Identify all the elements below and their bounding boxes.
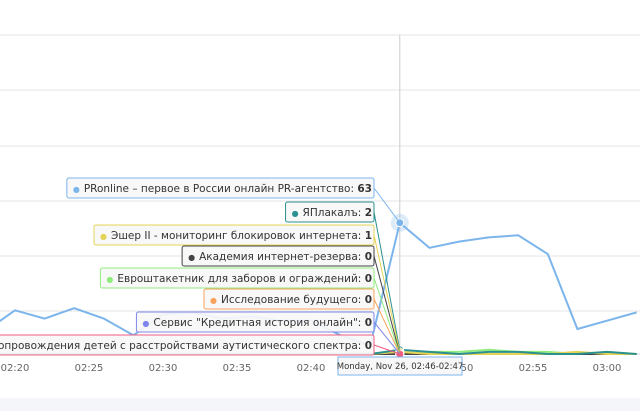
x-tick-label: 03:00 bbox=[593, 363, 622, 374]
tooltip-value: 1 bbox=[365, 230, 372, 242]
tooltip-box bbox=[93, 224, 375, 246]
tooltip-text: ● ЯПлакалъ: 2 bbox=[292, 207, 372, 219]
tooltip-box bbox=[285, 201, 375, 223]
series-name: Эшер II - мониторинг блокировок интернет… bbox=[111, 230, 358, 242]
navigator bbox=[0, 398, 640, 411]
tooltip-box bbox=[66, 177, 375, 199]
x-tick-label: 02:40 bbox=[297, 363, 326, 374]
series-name: Исследование будущего bbox=[221, 294, 358, 306]
tooltip-connector bbox=[373, 344, 400, 355]
series-name: Академия интернет-резерва bbox=[199, 251, 358, 263]
tooltip: ● PRonline – первое в России онлайн PR-аг… bbox=[66, 177, 401, 224]
series-name: Евроштакетник для заборов и ограждений bbox=[117, 273, 357, 285]
crosshair-label-text: Monday, Nov 26, 02:46-02:47 bbox=[337, 362, 464, 372]
tooltip-text: ● Сервис "Кредитная история онлайн": 0 bbox=[142, 317, 372, 329]
tooltip: ● ЯПлакалъ: 2 bbox=[285, 201, 401, 350]
tooltip-value: 0 bbox=[365, 294, 372, 306]
series-name: ЯПлакалъ bbox=[303, 207, 358, 219]
tooltip-box bbox=[135, 311, 375, 333]
tooltip-box bbox=[203, 288, 375, 310]
x-tick-label: 02:35 bbox=[223, 363, 252, 374]
tooltip-box bbox=[181, 245, 375, 267]
tooltip-value: 0 bbox=[365, 340, 372, 352]
tooltip: ● Эшер II - мониторинг блокировок интерне… bbox=[93, 224, 401, 353]
tooltip-box bbox=[0, 334, 375, 356]
tooltip: ●ческого сопровождения детей с расстройс… bbox=[0, 334, 400, 356]
tooltip-connector bbox=[373, 298, 401, 355]
tooltip: ● Евроштакетник для заборов и ограждений:… bbox=[99, 267, 401, 355]
tooltip-value: 63 bbox=[357, 183, 372, 195]
tooltip-box bbox=[99, 267, 375, 289]
x-tick-label: 02:30 bbox=[149, 363, 178, 374]
tooltip-connector bbox=[373, 187, 401, 224]
tooltip-text: ●ческого сопровождения детей с расстройс… bbox=[0, 340, 372, 352]
tooltip-value: 0 bbox=[365, 251, 372, 263]
tooltip-value: 0 bbox=[365, 273, 372, 285]
tooltip-connector bbox=[373, 277, 401, 355]
crosshair-label-box bbox=[337, 356, 463, 376]
tooltip-connector bbox=[373, 211, 401, 350]
x-tick-label: 02:20 bbox=[1, 363, 30, 374]
tooltip-text: ● Эшер II - мониторинг блокировок интерне… bbox=[100, 230, 372, 242]
tooltip-value: 0 bbox=[365, 317, 372, 329]
series-name: PRonline – первое в России онлайн PR-аге… bbox=[84, 183, 351, 195]
tooltip-text: ● Евроштакетник для заборов и ограждений:… bbox=[106, 273, 372, 285]
tooltip-value: 2 bbox=[365, 207, 372, 219]
tooltip: ● Сервис "Кредитная история онлайн": 0 bbox=[135, 311, 401, 355]
tooltip-connector bbox=[373, 234, 401, 353]
tooltip-text: ● PRonline – первое в России онлайн PR-аг… bbox=[73, 183, 372, 195]
x-tick-label: 02:55 bbox=[519, 363, 548, 374]
series-name: Сервис "Кредитная история онлайн" bbox=[153, 317, 357, 329]
tooltip-text: ● Академия интернет-резерва: 0 bbox=[188, 251, 372, 263]
tooltip-connector bbox=[373, 255, 401, 355]
tooltip-text: ● Исследование будущего: 0 bbox=[210, 294, 372, 306]
series-name: ческого сопровождения детей с расстройст… bbox=[0, 340, 358, 352]
x-tick-label: 02:25 bbox=[75, 363, 104, 374]
crosshair-label: Monday, Nov 26, 02:46-02:47 bbox=[337, 356, 464, 376]
tooltip-connector bbox=[373, 321, 401, 355]
tooltip: ● Академия интернет-резерва: 0 bbox=[181, 245, 401, 355]
tooltip: ● Исследование будущего: 0 bbox=[203, 288, 401, 355]
